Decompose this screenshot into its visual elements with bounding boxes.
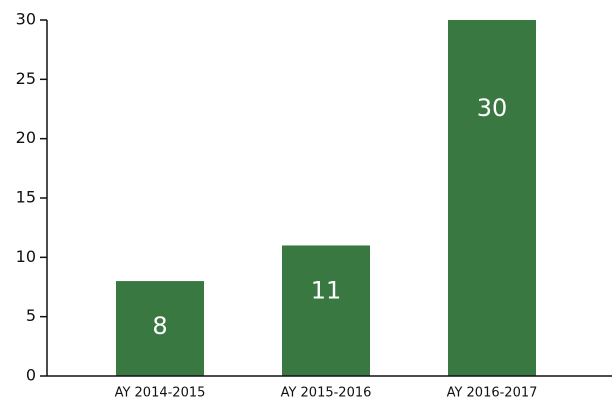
y-tick-label: 25 [16, 69, 36, 88]
y-tick-label: 15 [16, 188, 36, 207]
bar [282, 245, 370, 376]
bar [448, 20, 536, 376]
y-tick-label: 30 [16, 10, 36, 29]
x-tick-label: AY 2015-2016 [281, 386, 372, 401]
y-tick-label: 0 [26, 366, 36, 385]
data-label: 11 [311, 276, 342, 304]
x-tick-label: AY 2016-2017 [447, 386, 538, 401]
y-tick-label: 20 [16, 128, 36, 147]
bar [116, 281, 204, 376]
data-label: 8 [152, 312, 167, 340]
y-tick-label: 5 [26, 306, 36, 325]
data-label: 30 [477, 94, 508, 122]
x-tick-label: AY 2014-2015 [115, 386, 206, 401]
y-tick-label: 10 [16, 247, 36, 266]
